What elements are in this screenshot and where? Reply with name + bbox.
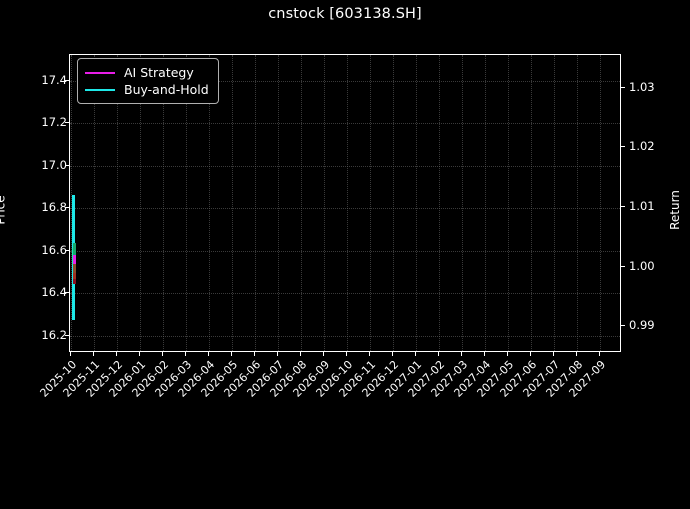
y-axis-left-tick-label: 16.2 [41, 328, 67, 342]
x-axis-tick-mark [530, 352, 531, 356]
y-axis-left-tick-label: 17.2 [41, 115, 67, 130]
x-axis-tick-mark [93, 352, 94, 356]
y-axis-left-tick-mark [65, 164, 69, 166]
x-axis-tick-mark [576, 352, 577, 356]
y-axis-right-tick-label: 1.01 [629, 199, 655, 213]
gridline-vertical [186, 55, 187, 351]
gridline-vertical [255, 55, 256, 351]
y-axis-left-tick-label: 16.8 [41, 200, 67, 215]
series-segment [72, 279, 76, 285]
series-segment [72, 255, 76, 264]
legend-item-label: AI Strategy [124, 65, 194, 80]
gridline-vertical [278, 55, 279, 351]
series-segment [71, 195, 75, 248]
y-axis-right-tick-mark [621, 265, 625, 267]
gridline-vertical [94, 55, 95, 351]
gridline-vertical [508, 55, 509, 351]
x-axis-tick-mark [553, 352, 554, 356]
gridline-vertical [163, 55, 164, 351]
y-axis-right-tick-mark [621, 146, 625, 148]
gridline-vertical [117, 55, 118, 351]
legend-swatch-icon [85, 71, 115, 74]
x-axis-tick-mark [70, 352, 71, 356]
series-line-ai-strategy [72, 242, 76, 285]
x-axis-tick-mark [208, 352, 209, 356]
x-axis-tick-mark [369, 352, 370, 356]
series-segment [72, 272, 76, 280]
gridline-vertical [600, 55, 601, 351]
y-axis-right-tick-mark [621, 206, 625, 207]
series-segment [72, 263, 76, 273]
gridline-vertical [416, 55, 417, 351]
y-axis-left-tick-mark [65, 79, 69, 81]
plot-area [69, 54, 621, 352]
x-axis-tick-mark [415, 352, 416, 356]
y-axis-left-tick-mark [65, 122, 69, 124]
y-axis-right-tick-label: 1.02 [629, 139, 655, 154]
y-axis-left-tick-mark [65, 249, 69, 251]
gridline-horizontal [70, 123, 620, 125]
gridline-vertical [485, 55, 486, 351]
x-axis-tick-mark [438, 352, 439, 356]
x-axis-tick-mark [162, 352, 163, 356]
x-axis-tick-mark [116, 352, 117, 356]
page-title: cnstock [603138.SH] [268, 6, 422, 22]
gridline-horizontal [70, 336, 620, 337]
x-axis-tick-mark [139, 352, 140, 356]
y-axis-left-tick-label: 16.6 [41, 242, 67, 257]
y-axis-left-tick-label: 16.4 [41, 285, 67, 300]
y-axis-right-tick-label: 1.03 [629, 79, 655, 94]
x-axis-tick-mark [392, 352, 393, 356]
legend-item-label: Buy-and-Hold [124, 82, 209, 97]
y-axis-label-right: Return [667, 190, 682, 230]
x-axis-tick-mark [254, 352, 255, 356]
series-segment [71, 287, 75, 321]
gridline-vertical [370, 55, 371, 351]
y-axis-right-tick-mark [621, 86, 625, 88]
x-axis-tick-mark [185, 352, 186, 356]
gridline-vertical [140, 55, 141, 351]
y-axis-right-tick-label: 1.00 [629, 258, 655, 273]
x-axis-tick-mark [484, 352, 485, 356]
y-axis-left-tick-label: 17.4 [41, 72, 67, 87]
gridline-vertical [439, 55, 440, 351]
x-axis-tick-mark [599, 352, 600, 356]
gridline-vertical [554, 55, 555, 351]
y-axis-right-tick-label: 0.99 [629, 318, 655, 333]
gridline-vertical [393, 55, 394, 351]
gridline-vertical [324, 55, 325, 351]
legend-item-ai-strategy: AI Strategy [85, 64, 209, 81]
gridline-vertical [347, 55, 348, 351]
gridline-horizontal [70, 165, 620, 167]
gridline-vertical [531, 55, 532, 351]
gridline-horizontal [70, 293, 620, 295]
y-axis-right-tick-mark [621, 325, 625, 327]
x-axis-tick-mark [346, 352, 347, 356]
y-axis-left-tick-mark [65, 207, 69, 209]
gridline-vertical [301, 55, 302, 351]
gridline-vertical [232, 55, 233, 351]
x-axis-tick-mark [507, 352, 508, 356]
gridline-horizontal [70, 208, 620, 210]
gridline-horizontal [70, 250, 620, 252]
gridline-horizontal [70, 80, 620, 82]
series-segment [72, 242, 76, 256]
x-axis-tick-mark [323, 352, 324, 356]
x-axis-tick-mark [461, 352, 462, 356]
chart-figure: cnstock [603138.SH] Price Return 17.4 17.… [0, 6, 682, 400]
legend-swatch-icon [85, 88, 115, 91]
y-axis-label-left: Price [0, 195, 8, 225]
gridline-vertical [462, 55, 463, 351]
x-axis-tick-mark [231, 352, 232, 356]
x-axis-tick-mark [277, 352, 278, 356]
gridline-vertical [577, 55, 578, 351]
y-axis-left-tick-mark [65, 335, 69, 336]
x-axis-tick-mark [300, 352, 301, 356]
y-axis-left-tick-label: 17.0 [41, 157, 67, 172]
legend-item-buy-and-hold: Buy-and-Hold [85, 81, 209, 98]
chart-legend: AI Strategy Buy-and-Hold [77, 58, 219, 104]
gridline-vertical [209, 55, 210, 351]
y-axis-left-tick-mark [65, 292, 69, 294]
